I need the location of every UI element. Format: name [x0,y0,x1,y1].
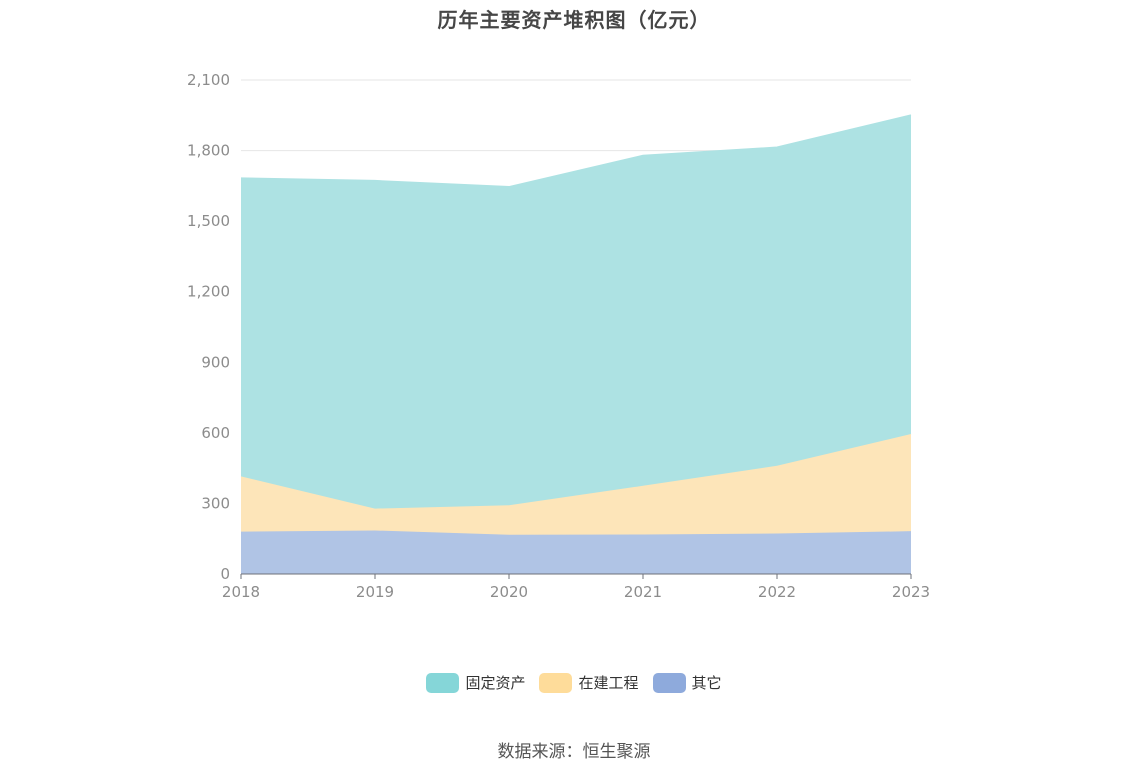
x-tick-label: 2018 [222,583,260,601]
legend-item[interactable]: 其它 [652,672,722,693]
y-tick-label: 1,500 [187,212,230,230]
data-source: 数据来源：恒生聚源 [497,742,651,762]
y-tick-label: 600 [201,424,230,442]
x-tick-label: 2021 [624,583,662,601]
legend-label: 固定资产 [465,674,526,692]
line-固定资产 [240,114,912,188]
area-在建工程 [241,434,911,535]
x-axis: 2018 2019 2020 2021 2022 2023 [222,573,930,601]
y-tick-label: 1,800 [187,142,230,160]
x-tick-label: 2019 [356,583,394,601]
chart-title: 历年主要资产堆积图（亿元） [437,8,711,32]
area-series [240,114,912,574]
y-tick-label: 900 [201,353,230,371]
legend-swatch [539,672,573,693]
legend-item[interactable]: 固定资产 [426,672,525,693]
x-tick-label: 2022 [758,583,796,601]
y-tick-label: 1,200 [187,283,230,301]
area-固定资产 [241,115,911,509]
x-tick-label: 2020 [490,583,528,601]
area-其它 [241,530,911,574]
legend: 固定资产 在建工程 其它 [0,672,1148,693]
y-tick-label: 300 [201,494,230,512]
y-axis-labels: 0 300 600 900 1,200 1,500 1,800 2,100 [187,71,230,583]
legend-label: 其它 [691,674,722,692]
legend-swatch [426,672,460,693]
legend-label: 在建工程 [578,674,639,692]
y-tick-label: 2,100 [187,71,230,89]
legend-swatch [652,672,686,693]
x-tick-label: 2023 [892,583,930,601]
legend-item[interactable]: 在建工程 [539,672,639,693]
y-tick-label: 0 [220,565,230,583]
